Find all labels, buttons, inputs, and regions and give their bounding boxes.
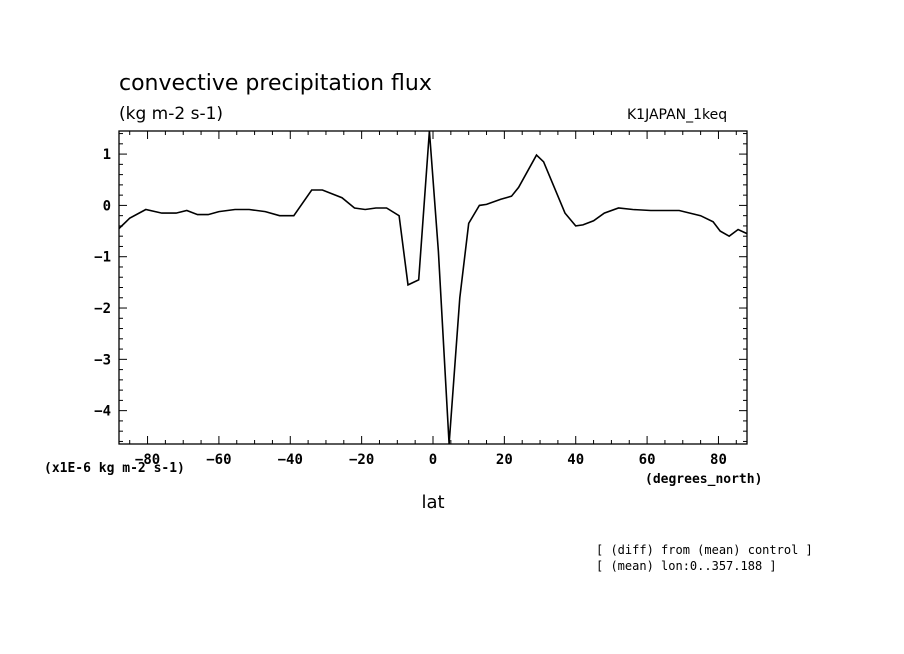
y-tick-label: −2 [94, 301, 111, 317]
x-tick-label: 80 [710, 452, 727, 468]
x-tick-label: 20 [496, 452, 513, 468]
chart-units: (kg m-2 s-1) [119, 104, 223, 124]
x-unit-label: (degrees_north) [645, 472, 762, 487]
footnote-mean: [ (mean) lon:0..357.188 ] [596, 559, 777, 573]
x-axis-label: lat [421, 492, 444, 513]
tick-group [119, 131, 747, 444]
y-tick-label: 1 [103, 147, 111, 163]
y-tick-label: −3 [94, 352, 111, 368]
footnote-diff: [ (diff) from (mean) control ] [596, 543, 813, 557]
x-tick-label: 0 [429, 452, 437, 468]
x-tick-label: 40 [567, 452, 584, 468]
y-tick-label: −1 [94, 250, 111, 266]
x-tick-labels: −80 −60 −40 −20 0 20 40 60 80 [135, 452, 727, 468]
x-tick-label: −80 [135, 452, 160, 468]
series-line [118, 130, 748, 445]
x-tick-label: −60 [206, 452, 231, 468]
y-tick-labels: 1 0 −1 −2 −3 −4 [94, 147, 111, 420]
y-tick-label: −4 [94, 404, 111, 420]
x-tick-label: −20 [349, 452, 374, 468]
y-tick-label: 0 [103, 198, 111, 214]
scale-note: (x1E-6 kg m-2 s-1) [44, 461, 185, 476]
chart-title: convective precipitation flux [119, 71, 432, 96]
x-tick-label: 60 [639, 452, 656, 468]
x-tick-label: −40 [278, 452, 303, 468]
run-label: K1JAPAN_1keq [627, 107, 727, 123]
